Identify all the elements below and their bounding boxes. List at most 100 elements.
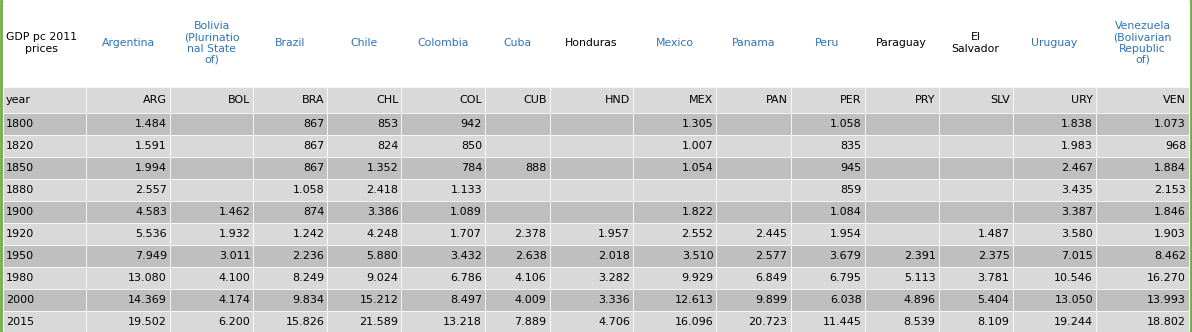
Bar (170, 87, 254, 113)
Bar (864, 87, 938, 113)
Bar (790, 311, 864, 332)
Text: 1.054: 1.054 (682, 163, 714, 173)
Bar (1095, 0, 1188, 87)
Bar (1012, 113, 1095, 135)
Text: 3.386: 3.386 (367, 207, 398, 217)
Bar (402, 87, 485, 113)
Bar (485, 201, 550, 223)
Bar (4, 87, 87, 113)
Bar (254, 157, 328, 179)
Bar (485, 289, 550, 311)
Text: 1950: 1950 (6, 251, 35, 261)
Text: 1.487: 1.487 (977, 229, 1010, 239)
Text: SLV: SLV (989, 95, 1010, 105)
Bar (1095, 157, 1188, 179)
Text: COL: COL (459, 95, 482, 105)
Text: Venezuela
(Bolivarian
Republic
of): Venezuela (Bolivarian Republic of) (1113, 21, 1172, 65)
Text: 3.510: 3.510 (682, 251, 714, 261)
Text: 4.009: 4.009 (515, 295, 546, 305)
Text: 1.846: 1.846 (1154, 207, 1186, 217)
Bar (87, 289, 170, 311)
Text: Panama: Panama (732, 38, 775, 48)
Bar (633, 245, 716, 267)
Bar (1012, 157, 1095, 179)
Text: 1.084: 1.084 (830, 207, 862, 217)
Text: 13.218: 13.218 (443, 317, 482, 327)
Bar (1012, 135, 1095, 157)
Bar (790, 201, 864, 223)
Bar (550, 223, 633, 245)
Text: BRA: BRA (302, 95, 324, 105)
Bar (328, 135, 402, 157)
Text: Honduras: Honduras (565, 38, 617, 48)
Text: 3.282: 3.282 (598, 273, 631, 283)
Text: 5.404: 5.404 (977, 295, 1010, 305)
Bar (170, 179, 254, 201)
Text: 835: 835 (840, 141, 862, 151)
Text: 867: 867 (303, 163, 324, 173)
Text: 6.795: 6.795 (830, 273, 862, 283)
Bar (550, 0, 633, 87)
Text: 13.050: 13.050 (1055, 295, 1093, 305)
Text: 3.011: 3.011 (219, 251, 250, 261)
Text: 2.375: 2.375 (977, 251, 1010, 261)
Bar (87, 113, 170, 135)
Text: 2.391: 2.391 (904, 251, 936, 261)
Bar (328, 245, 402, 267)
Bar (790, 223, 864, 245)
Bar (790, 113, 864, 135)
Text: 784: 784 (460, 163, 482, 173)
Bar (1095, 179, 1188, 201)
Bar (938, 289, 1012, 311)
Text: 824: 824 (377, 141, 398, 151)
Text: 2.557: 2.557 (135, 185, 167, 195)
Bar (485, 245, 550, 267)
Text: PAN: PAN (765, 95, 788, 105)
Text: 2.153: 2.153 (1154, 185, 1186, 195)
Text: 874: 874 (303, 207, 324, 217)
Text: 1.484: 1.484 (135, 119, 167, 129)
Text: 850: 850 (461, 141, 482, 151)
Text: Bolivia
(Plurinatio
nal State
of): Bolivia (Plurinatio nal State of) (184, 21, 240, 65)
Bar (254, 179, 328, 201)
Text: 942: 942 (460, 119, 482, 129)
Bar (87, 311, 170, 332)
Text: 5.113: 5.113 (904, 273, 936, 283)
Text: 1.462: 1.462 (218, 207, 250, 217)
Text: 20.723: 20.723 (749, 317, 788, 327)
Bar (864, 311, 938, 332)
Bar (328, 289, 402, 311)
Bar (633, 267, 716, 289)
Text: 12.613: 12.613 (675, 295, 714, 305)
Bar (1095, 245, 1188, 267)
Bar (790, 179, 864, 201)
Bar (4, 113, 87, 135)
Text: 853: 853 (378, 119, 398, 129)
Bar (1012, 0, 1095, 87)
Text: 8.539: 8.539 (904, 317, 936, 327)
Text: 7.949: 7.949 (135, 251, 167, 261)
Bar (633, 0, 716, 87)
Text: 19.502: 19.502 (128, 317, 167, 327)
Text: 1.591: 1.591 (135, 141, 167, 151)
Bar (938, 0, 1012, 87)
Bar (633, 179, 716, 201)
Text: 9.899: 9.899 (756, 295, 788, 305)
Bar (254, 311, 328, 332)
Bar (328, 267, 402, 289)
Bar (485, 157, 550, 179)
Bar (4, 267, 87, 289)
Bar (938, 157, 1012, 179)
Text: 1.903: 1.903 (1154, 229, 1186, 239)
Bar (1095, 135, 1188, 157)
Bar (170, 267, 254, 289)
Text: 1800: 1800 (6, 119, 35, 129)
Bar (938, 87, 1012, 113)
Text: 6.849: 6.849 (756, 273, 788, 283)
Bar (1012, 245, 1095, 267)
Bar (550, 113, 633, 135)
Text: 867: 867 (303, 119, 324, 129)
Text: 14.369: 14.369 (128, 295, 167, 305)
Text: PER: PER (840, 95, 862, 105)
Bar (790, 157, 864, 179)
